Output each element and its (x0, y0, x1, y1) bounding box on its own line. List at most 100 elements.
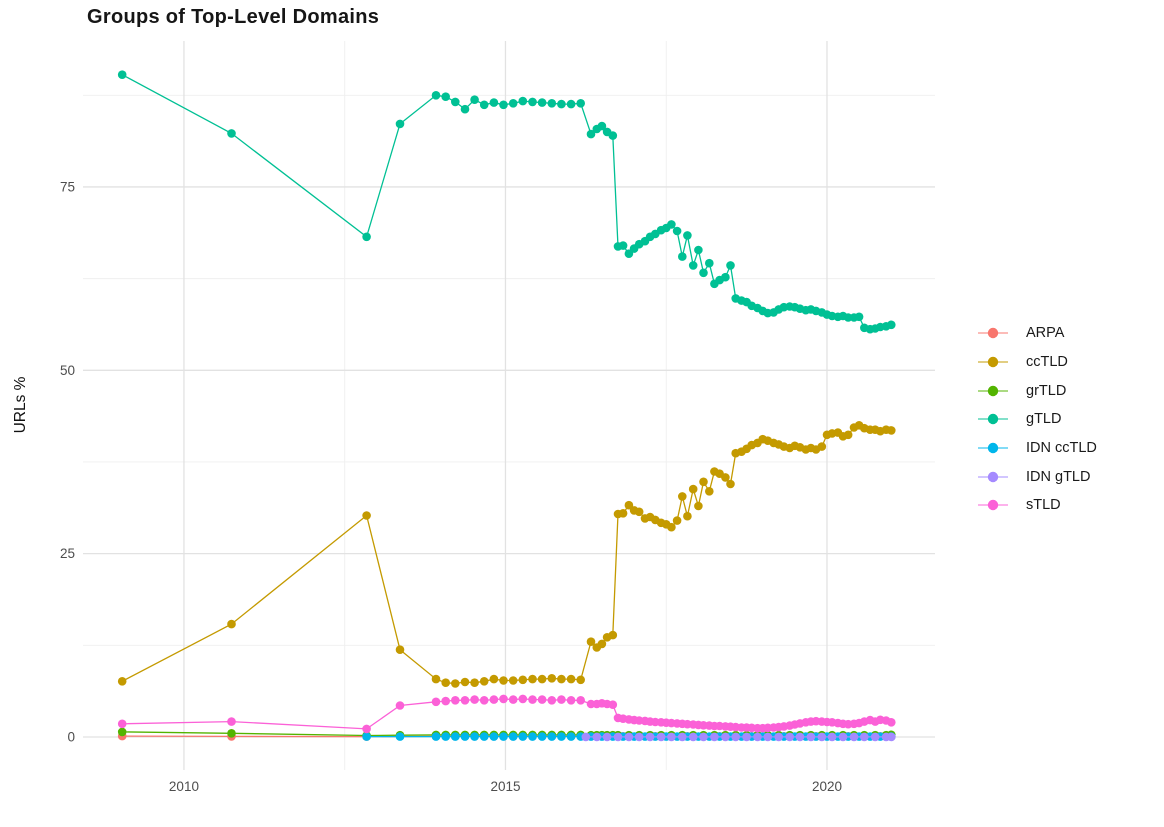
series-cctld-point (470, 678, 479, 687)
series-idn-cctld-point (566, 732, 576, 741)
series-stld-point (227, 717, 236, 726)
series-stld-point (395, 701, 405, 710)
series-idn-gtld-point (667, 732, 676, 742)
series-idn-gtld-point (613, 732, 623, 742)
series-idn-gtld-point (887, 732, 896, 742)
series-cctld-point (508, 676, 518, 685)
series-cctld-point (489, 674, 499, 684)
series-stld-point (499, 694, 508, 704)
series-cctld-point (362, 511, 371, 520)
series-idn-gtld-point (699, 732, 708, 742)
series-idn-cctld-point (460, 732, 470, 741)
series-idn-gtld-point (870, 732, 880, 742)
series-gtld-point (694, 245, 703, 255)
legend-key-dot (987, 442, 999, 454)
series-cctld-point (726, 479, 735, 489)
legend-label-gtld: gTLD (1026, 411, 1062, 428)
series-gtld-point (608, 131, 618, 140)
series-stld-point (470, 695, 479, 704)
series-idn-gtld-point (817, 732, 827, 742)
series-idn-gtld-point (731, 732, 740, 742)
series-cctld-point (699, 477, 708, 487)
series-idn-gtld-point (645, 732, 655, 742)
legend-label-grtld: grTLD (1026, 382, 1067, 399)
series-idn-cctld-point (441, 732, 451, 741)
series-gtld-point (451, 97, 460, 107)
series-idn-gtld-point (592, 732, 602, 742)
series-grtld-point (227, 729, 236, 738)
series-gtld-point (683, 231, 692, 240)
series-idn-gtld-point (785, 732, 794, 742)
x-tick-label: 2015 (490, 779, 520, 794)
series-idn-gtld-point (634, 732, 644, 742)
series-idn-gtld-point (795, 732, 805, 742)
series-cctld-point (479, 677, 489, 686)
series-cctld-point (608, 630, 618, 640)
series-idn-cctld-point (479, 732, 489, 741)
series-gtld-point (854, 312, 864, 322)
series-cctld-point (634, 507, 644, 517)
series-idn-gtld-point (827, 732, 837, 742)
chart-title: Groups of Top-Level Domains (87, 6, 380, 28)
series-cctld-point (667, 522, 676, 532)
series-idn-cctld-point (499, 732, 508, 741)
series-gtld-point (688, 261, 698, 270)
x-tick-label: 2020 (812, 779, 842, 794)
legend-label-cctld: ccTLD (1026, 354, 1068, 371)
series-cctld-point (547, 674, 557, 683)
series-idn-gtld-point (721, 732, 730, 742)
series-gtld-point (362, 232, 371, 242)
series-cctld-point (557, 674, 566, 684)
legend-item-idn-cctld: IDN ccTLD (977, 434, 1097, 463)
legend-label-arpa: ARPA (1026, 325, 1065, 342)
series-stld (117, 694, 896, 734)
series-gtld-point (489, 98, 499, 107)
series-gtld-point (547, 99, 557, 108)
series-idn-gtld-point (710, 732, 719, 742)
series-cctld (117, 421, 896, 688)
series-gtld-point (117, 70, 127, 79)
series-gtld-point (586, 129, 596, 139)
legend-item-grtld: grTLD (977, 376, 1097, 405)
series-gtld-point (618, 241, 628, 250)
series-idn-gtld-point (860, 732, 869, 742)
series-idn-gtld-point (624, 732, 634, 742)
legend-key-icon-stld (978, 500, 1008, 511)
series-cctld-point (597, 639, 607, 649)
series-gtld (117, 70, 896, 334)
series-idn-gtld-point (688, 732, 698, 742)
series-idn-gtld-point (774, 732, 783, 742)
series-gtld-point (499, 100, 508, 110)
series-gtld-point (726, 261, 735, 270)
series-gtld-point (699, 268, 708, 278)
legend-key-dot (987, 385, 999, 396)
series-stld-point (508, 695, 518, 704)
series-gtld-point (566, 99, 576, 109)
legend-key-icon-idn-gtld (978, 471, 1008, 482)
series-stld-point (566, 696, 576, 705)
series-stld-point (460, 696, 470, 705)
legend-item-idn-gtld: IDN gTLD (977, 462, 1097, 491)
series-stld-point (887, 718, 896, 727)
y-axis-title: URLs % (12, 376, 29, 434)
y-tick-label: 75 (60, 179, 75, 194)
series-stld-point (479, 696, 489, 705)
series-cctld-point (624, 500, 634, 510)
series-gtld-point (441, 92, 451, 101)
series-gtld-line (121, 74, 892, 330)
series-idn-gtld (581, 732, 896, 742)
y-tick-label: 25 (60, 546, 75, 561)
series-idn-gtld-point (678, 732, 687, 742)
series-idn-cctld-point (451, 732, 460, 741)
series-stld-point (489, 695, 499, 704)
legend-key-icon-gtld (978, 414, 1008, 425)
series-cctld-point (618, 509, 628, 518)
series-cctld-point (683, 511, 692, 521)
series-cctld-point (395, 645, 405, 654)
series-cctld-point (688, 484, 698, 494)
legend-key-icon-idn-cctld (978, 442, 1008, 454)
series-gtld-point (431, 91, 441, 100)
series-cctld-point (817, 442, 827, 451)
